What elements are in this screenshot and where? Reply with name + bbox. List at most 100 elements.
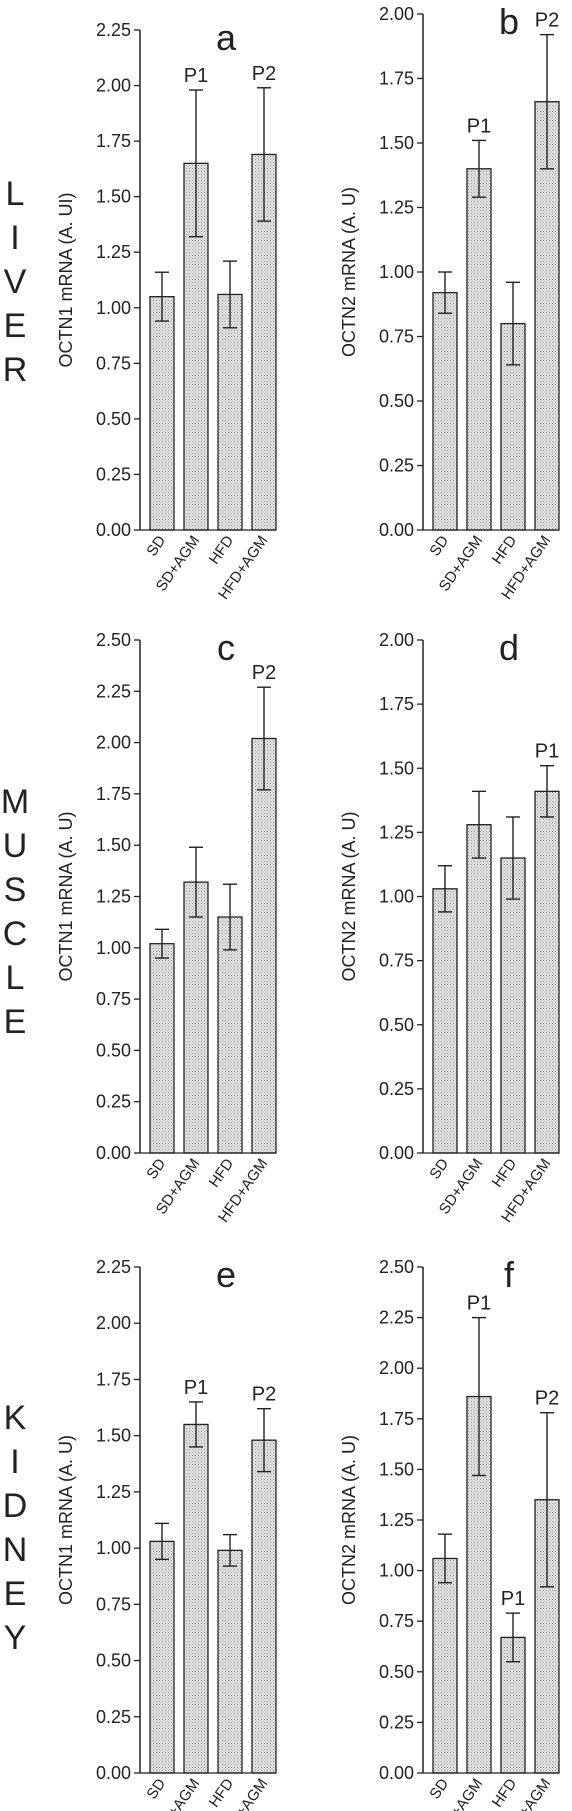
y-tick-label: 1.00 [379, 1561, 414, 1581]
y-tick-label: 0.00 [379, 1143, 414, 1163]
bar [432, 1557, 458, 1774]
y-tick-label: 0.00 [96, 1143, 131, 1163]
y-tick-label: 2.00 [96, 1313, 131, 1333]
row-label-letter: U [2, 827, 28, 865]
y-tick-label: 0.50 [96, 409, 131, 429]
y-tick-label: 0.00 [379, 520, 414, 540]
bar [466, 824, 492, 1154]
y-tick-label: 0.75 [379, 327, 414, 347]
row-label-letter: E [3, 307, 27, 345]
y-tick-label: 1.00 [379, 262, 414, 282]
significance-label: P2 [535, 10, 559, 32]
y-tick-label: 0.00 [96, 520, 131, 540]
row-label-letter: R [2, 351, 28, 389]
y-axis-label: OCTN2 mRNA (A. U) [339, 811, 359, 981]
panel-letter: c [217, 627, 235, 668]
bar [183, 1423, 209, 1774]
y-tick-label: 0.25 [379, 1079, 414, 1099]
x-tick-label: HFD [206, 532, 238, 567]
x-tick-label: SD [143, 1155, 169, 1182]
y-tick-label: 1.25 [96, 242, 131, 262]
row-label-letter: C [2, 915, 28, 953]
y-tick-label: 2.25 [96, 20, 131, 40]
panel-letter: a [216, 17, 237, 58]
y-tick-label: 0.50 [96, 1651, 131, 1671]
y-tick-label: 1.00 [379, 887, 414, 907]
y-tick-label: 2.00 [96, 76, 131, 96]
y-tick-label: 1.75 [379, 694, 414, 714]
y-tick-label: 1.75 [96, 1369, 131, 1389]
y-tick-label: 2.25 [96, 681, 131, 701]
y-tick-label: 0.50 [379, 1015, 414, 1035]
y-axis-label: OCTN1 mRNA (A. UI) [56, 192, 76, 367]
y-tick-label: 2.50 [96, 630, 131, 650]
y-tick-label: 0.50 [96, 1040, 131, 1060]
y-tick-label: 1.75 [96, 784, 131, 804]
y-tick-label: 0.75 [379, 951, 414, 971]
chart-panel-f: 0.00 0.25 0.50 0.75 1.00 1.25 1.50 1.75 2.00 2.25… [339, 1254, 560, 1811]
row-label-muscle: M U S C L E [0, 780, 30, 1044]
chart-panel-c: 0.00 0.25 0.50 0.75 1.00 1.25 1.50 1.75 2.00 2.25… [56, 627, 277, 1226]
y-axis-label: OCTN2 mRNA (A. U) [339, 1435, 359, 1605]
x-tick-label: SD [426, 1775, 452, 1802]
y-tick-label: 1.00 [96, 1538, 131, 1558]
y-tick-label: 1.50 [379, 133, 414, 153]
y-tick-label: 0.00 [379, 1763, 414, 1783]
y-tick-label: 1.50 [379, 1459, 414, 1479]
panel-letter: b [499, 1, 519, 42]
bar [217, 916, 243, 1154]
y-tick-label: 1.00 [96, 938, 131, 958]
x-tick-label: HFD [489, 1775, 521, 1810]
y-axis-label: OCTN1 mRNA (A. U) [56, 1435, 76, 1605]
row-label-liver: L I V E R [0, 172, 30, 392]
bar [183, 881, 209, 1154]
y-axis-label: OCTN1 mRNA (A. U) [56, 811, 76, 981]
x-tick-label: HFD [206, 1775, 238, 1810]
significance-label: P2 [252, 63, 276, 85]
bar [149, 943, 175, 1154]
y-tick-label: 0.75 [379, 1611, 414, 1631]
row-label-letter: L [5, 959, 25, 997]
y-tick-label: 1.00 [96, 298, 131, 318]
significance-label: P1 [535, 741, 559, 763]
chart-panel-d: 0.00 0.25 0.50 0.75 1.00 1.25 1.50 1.75 2.00 OCTN… [339, 627, 560, 1226]
y-tick-label: 0.25 [379, 1712, 414, 1732]
y-tick-label: 1.25 [379, 198, 414, 218]
bar [534, 790, 560, 1154]
y-tick-label: 1.50 [96, 1426, 131, 1446]
y-tick-label: 1.25 [96, 1482, 131, 1502]
row-label-letter: Y [3, 1619, 27, 1657]
y-tick-label: 0.75 [96, 989, 131, 1009]
bar [251, 1439, 277, 1774]
y-tick-label: 2.00 [379, 4, 414, 24]
x-tick-label: SD [426, 532, 452, 559]
y-tick-label: 0.25 [96, 464, 131, 484]
row-label-letter: K [3, 1399, 27, 1437]
y-tick-label: 1.50 [379, 758, 414, 778]
y-tick-label: 1.50 [96, 187, 131, 207]
y-tick-label: 0.50 [379, 1662, 414, 1682]
significance-label: P1 [184, 65, 208, 87]
y-tick-label: 2.25 [379, 1308, 414, 1328]
panel-letter: d [499, 627, 519, 668]
row-label-letter: S [3, 871, 27, 909]
significance-label: P2 [252, 1384, 276, 1406]
y-tick-label: 1.25 [379, 1510, 414, 1530]
y-tick-label: 0.25 [379, 456, 414, 476]
chart-panel-b: 0.00 0.25 0.50 0.75 1.00 1.25 1.50 1.75 2.00 OCTN… [339, 1, 560, 603]
bar [149, 296, 175, 531]
y-tick-label: 1.25 [96, 887, 131, 907]
y-tick-label: 2.00 [379, 1358, 414, 1378]
y-tick-label: 0.25 [96, 1707, 131, 1727]
y-tick-label: 0.00 [96, 1763, 131, 1783]
row-label-letter: D [2, 1487, 28, 1525]
significance-label: P1 [501, 1588, 525, 1610]
bar [432, 291, 458, 531]
y-tick-label: 1.75 [379, 1409, 414, 1429]
row-label-letter: M [0, 783, 30, 821]
panel-letter: e [216, 1254, 236, 1295]
y-tick-label: 1.25 [379, 822, 414, 842]
significance-label: P1 [467, 1293, 491, 1315]
chart-panel-a: 0.00 0.25 0.50 0.75 1.00 1.25 1.50 1.75 2.00 2.25… [56, 17, 277, 603]
row-label-letter: N [2, 1531, 28, 1569]
